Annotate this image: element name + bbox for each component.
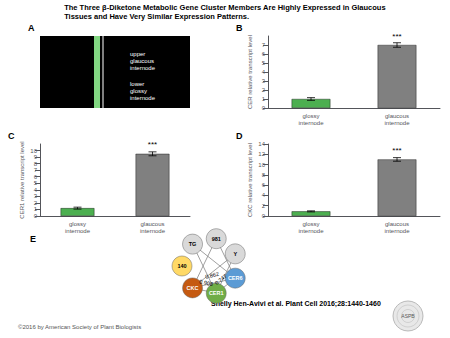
svg-text:0: 0	[262, 105, 266, 111]
svg-text:internode: internode	[130, 65, 156, 71]
svg-text:internode: internode	[65, 228, 91, 234]
svg-text:8: 8	[34, 161, 38, 167]
svg-text:internode: internode	[384, 120, 410, 126]
svg-text:A: A	[28, 23, 35, 33]
svg-text:4: 4	[34, 187, 38, 193]
svg-text:D: D	[236, 131, 243, 141]
svg-text:***: ***	[392, 32, 401, 41]
svg-text:Y: Y	[233, 251, 237, 257]
svg-text:B: B	[236, 23, 243, 33]
svg-text:internode: internode	[140, 228, 166, 234]
svg-text:2: 2	[34, 200, 38, 206]
svg-text:TG: TG	[189, 241, 197, 247]
svg-text:140: 140	[177, 263, 186, 269]
svg-text:internode: internode	[130, 95, 156, 101]
svg-text:CKC: CKC	[187, 285, 199, 291]
svg-text:4: 4	[262, 192, 266, 198]
svg-text:glaucous: glaucous	[130, 58, 154, 64]
svg-text:upper: upper	[130, 51, 145, 57]
svg-text:internode: internode	[384, 228, 410, 234]
svg-text:4: 4	[262, 69, 266, 75]
svg-text:5: 5	[262, 60, 266, 66]
svg-text:***: ***	[392, 146, 401, 155]
svg-text:2: 2	[262, 203, 266, 209]
svg-text:C: C	[8, 131, 15, 141]
svg-text:CER1 relative transcript level: CER1 relative transcript level	[19, 141, 25, 218]
svg-text:lower: lower	[130, 81, 144, 87]
svg-text:8: 8	[262, 172, 266, 178]
svg-text:2: 2	[262, 87, 266, 93]
svg-text:glossy: glossy	[130, 88, 147, 94]
svg-text:Tissues and Have Very Similar: Tissues and Have Very Similar Expression…	[64, 12, 249, 21]
svg-text:5: 5	[34, 180, 38, 186]
svg-text:6: 6	[262, 51, 266, 57]
svg-text:10: 10	[30, 148, 37, 154]
svg-text:internode: internode	[298, 228, 324, 234]
svg-text:0: 0	[262, 213, 266, 219]
svg-text:glossy: glossy	[302, 221, 319, 227]
svg-text:CER1: CER1	[209, 290, 224, 296]
svg-text:14: 14	[258, 141, 265, 147]
svg-text:glossy: glossy	[302, 113, 319, 119]
svg-text:©2016 by American Society of P: ©2016 by American Society of Plant Biolo…	[18, 324, 141, 330]
svg-text:0.862: 0.862	[205, 271, 220, 280]
svg-text:***: ***	[148, 140, 157, 149]
svg-text:3: 3	[262, 78, 266, 84]
svg-text:1: 1	[262, 96, 266, 102]
svg-text:glossy: glossy	[69, 221, 86, 227]
svg-text:9: 9	[34, 154, 38, 160]
svg-text:3: 3	[34, 193, 38, 199]
svg-text:6: 6	[34, 174, 38, 180]
svg-text:6: 6	[262, 182, 266, 188]
svg-text:0.747: 0.747	[213, 272, 228, 287]
svg-text:7: 7	[262, 42, 266, 48]
svg-text:0.908: 0.908	[199, 278, 214, 287]
svg-text:ASPB: ASPB	[401, 313, 415, 319]
svg-text:12: 12	[258, 151, 265, 157]
svg-text:The Three β-Diketone Metabolic: The Three β-Diketone Metabolic Gene Clus…	[64, 3, 385, 12]
svg-text:glaucous: glaucous	[385, 113, 409, 119]
svg-text:E: E	[30, 234, 36, 244]
svg-text:CER relative transcript level: CER relative transcript level	[247, 35, 253, 109]
svg-text:glaucous: glaucous	[140, 221, 164, 227]
svg-text:internode: internode	[298, 120, 324, 126]
svg-text:1: 1	[34, 206, 38, 212]
svg-text:10: 10	[258, 162, 265, 168]
svg-text:CKC relative transcript level: CKC relative transcript level	[247, 143, 253, 217]
svg-text:981: 981	[212, 236, 221, 242]
svg-text:CER6: CER6	[228, 275, 243, 281]
svg-text:glaucous: glaucous	[385, 221, 409, 227]
svg-text:7: 7	[34, 167, 38, 173]
svg-text:0: 0	[34, 213, 38, 219]
svg-text:Shelly Hen-Avivi et al. Plant: Shelly Hen-Avivi et al. Plant Cell 2016;…	[211, 300, 381, 308]
